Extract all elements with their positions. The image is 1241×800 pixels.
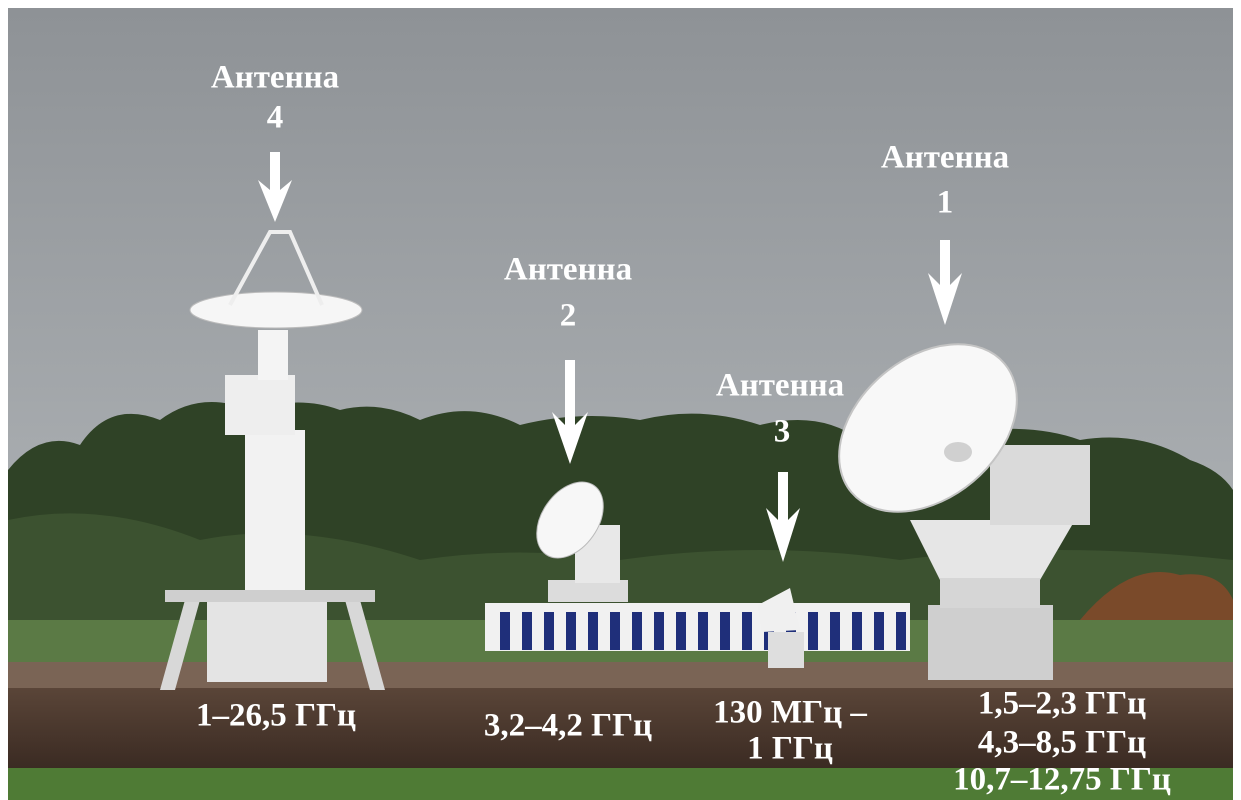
photo: Антенна 4 1–26,5 ГГц Антенна 2 3,2–4,2 Г…	[0, 0, 1241, 800]
antenna-number: 1	[937, 185, 954, 221]
base	[768, 632, 804, 668]
antenna-label: Антенна	[881, 140, 1009, 176]
mount	[225, 375, 295, 435]
stripe	[720, 612, 730, 650]
turret	[940, 578, 1040, 608]
stripe	[830, 612, 840, 650]
stripe	[874, 612, 884, 650]
stripe	[742, 612, 752, 650]
stripe	[676, 612, 686, 650]
frequency: 4,3–8,5 ГГц	[978, 725, 1146, 761]
page: Антенна 4 1–26,5 ГГц Антенна 2 3,2–4,2 Г…	[0, 0, 1241, 800]
stripe	[852, 612, 862, 650]
stripe	[896, 612, 906, 650]
base	[548, 580, 628, 602]
platform	[165, 590, 375, 602]
antenna-number: 4	[267, 100, 284, 136]
frequency: 1–26,5 ГГц	[196, 698, 356, 734]
stripe	[632, 612, 642, 650]
frequency: 1,5–2,3 ГГц	[978, 686, 1146, 722]
stripe	[588, 612, 598, 650]
frequency: 3,2–4,2 ГГц	[484, 708, 652, 744]
counterweight	[990, 445, 1090, 525]
stripe	[500, 612, 510, 650]
antenna-label: Антенна	[211, 60, 339, 96]
antenna-number: 2	[560, 298, 577, 334]
cabin	[207, 602, 327, 682]
feed-support	[258, 330, 288, 380]
stripe	[808, 612, 818, 650]
frequency: 130 МГц –	[713, 695, 867, 731]
stripe	[522, 612, 532, 650]
feed	[944, 442, 972, 462]
stripe	[698, 612, 708, 650]
stripe	[566, 612, 576, 650]
frequency: 10,7–12,75 ГГц	[953, 762, 1171, 798]
dish	[190, 292, 362, 328]
pedestal	[245, 430, 305, 590]
frequency: 1 ГГц	[747, 731, 833, 767]
stripe	[610, 612, 620, 650]
base	[928, 605, 1053, 680]
antenna-number: 3	[774, 414, 791, 450]
stripe	[654, 612, 664, 650]
antenna-label: Антенна	[716, 368, 844, 404]
stripe	[544, 612, 554, 650]
antenna-label: Антенна	[504, 252, 632, 288]
